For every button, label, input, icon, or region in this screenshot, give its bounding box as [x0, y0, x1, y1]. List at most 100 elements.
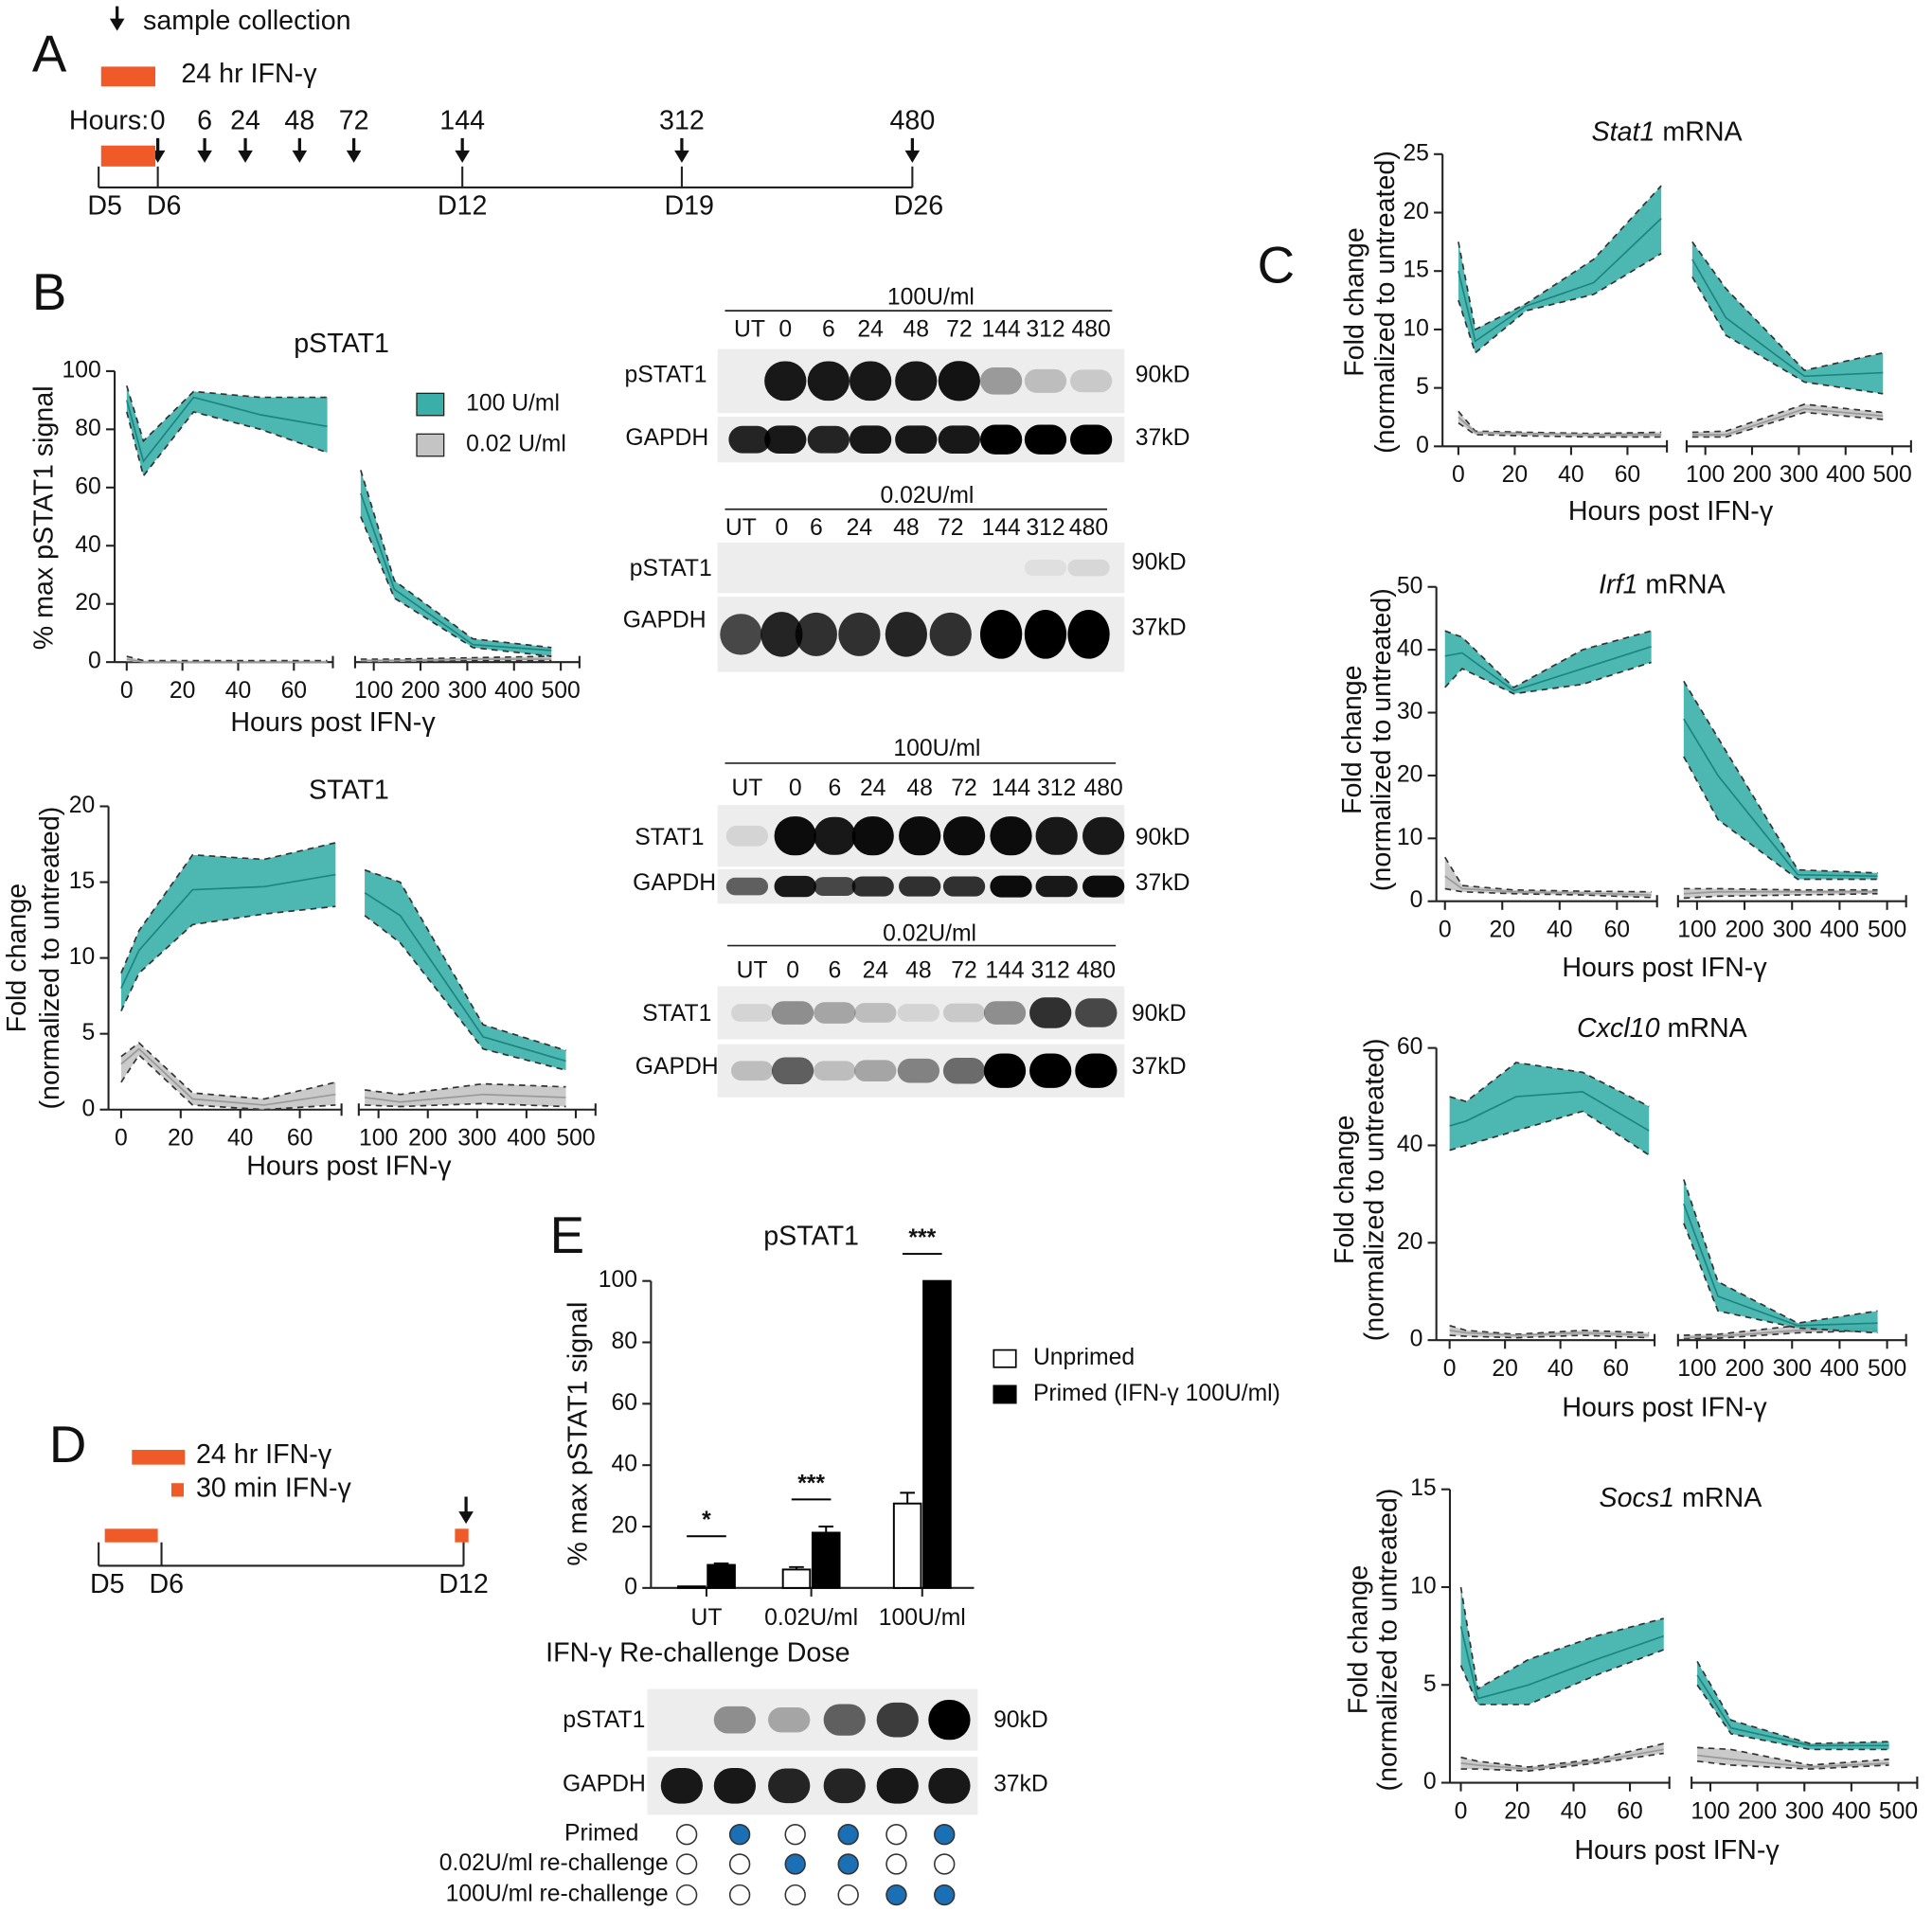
annotation: 24 hr IFN-γ: [196, 1439, 332, 1470]
lane-label: 6: [822, 316, 835, 342]
lane-label: 48: [903, 316, 930, 342]
lane-label: 480: [1069, 515, 1108, 541]
legend-swatch: [993, 1348, 1017, 1368]
blot-row-label: STAT1: [642, 1001, 711, 1027]
arrow-head: [674, 150, 689, 163]
x-tick-label: 0: [1455, 1798, 1468, 1824]
blot-band: [823, 1704, 866, 1736]
blot-band: [983, 1053, 1027, 1088]
annotation: sample collection: [143, 6, 351, 36]
y-tick-label: 40: [1397, 1132, 1423, 1157]
blot-band: [768, 1768, 811, 1804]
arrow-head: [904, 150, 921, 163]
blot-row-label: GAPDH: [633, 870, 716, 896]
hour-label: 312: [659, 106, 705, 136]
mean-line: [1696, 1674, 1889, 1747]
confidence-band: [1458, 186, 1662, 353]
x-tick-label: 0.02U/ml: [764, 1605, 858, 1631]
lane-label: 312: [1037, 776, 1076, 801]
annotation: 24 hr IFN-γ: [181, 59, 317, 89]
band-edge: [1696, 1684, 1889, 1751]
error-bar: [789, 1565, 804, 1570]
x-tick-label: UT: [690, 1605, 722, 1631]
x-tick-label: 0: [1439, 917, 1452, 942]
blot-band: [814, 1061, 856, 1081]
condition-dot: [837, 1853, 859, 1875]
lane-label: UT: [737, 957, 768, 983]
x-tick-label: 100: [359, 1126, 398, 1152]
lane-label: 24: [847, 515, 873, 541]
blot-band: [1024, 610, 1067, 659]
x-tick-label: 60: [1617, 1798, 1643, 1824]
lane-label: UT: [731, 776, 762, 801]
y-tick-label: 20: [75, 590, 100, 616]
blot-band: [851, 816, 894, 856]
x-tick-label: 100: [1686, 462, 1725, 488]
blot-size-label: 37kD: [1132, 616, 1187, 641]
y-tick-label: 0: [1410, 1327, 1423, 1352]
x-tick-label: 200: [1732, 462, 1771, 488]
band-edge: [1460, 1752, 1664, 1772]
blot-band: [1067, 559, 1110, 577]
y-tick-label: 20: [612, 1513, 638, 1539]
confidence-band: [1449, 1063, 1650, 1155]
mean-line: [1444, 875, 1652, 896]
confidence-band: [1683, 681, 1878, 880]
y-tick-label: 60: [1397, 1034, 1423, 1060]
band-edge: [1444, 661, 1652, 695]
blot-band: [942, 1003, 986, 1023]
mean-line: [1696, 1754, 1889, 1768]
condition-dot: [934, 1824, 956, 1846]
x-axis-label: Hours post IFN-γ: [1562, 1393, 1767, 1423]
day-label: D12: [438, 1569, 489, 1599]
x-tick-label: 200: [1725, 917, 1763, 942]
x-tick-label: 20: [1492, 1356, 1518, 1382]
blot-band: [720, 614, 762, 655]
blot-band: [854, 1003, 897, 1023]
blot-size-label: 37kD: [1132, 1054, 1187, 1080]
mean-line: [1691, 407, 1884, 436]
blot-band: [1029, 997, 1072, 1028]
mean-line: [1449, 1330, 1650, 1336]
blot-band: [1024, 368, 1067, 393]
confidence-band: [126, 385, 328, 476]
x-tick-label: 300: [457, 1126, 496, 1152]
blot-band: [771, 1001, 814, 1025]
significance-label: ***: [797, 1471, 825, 1496]
x-tick-label: 500: [1868, 917, 1906, 942]
band-edge: [360, 516, 552, 657]
confidence-band: [1683, 888, 1878, 899]
blot-band: [730, 1004, 774, 1022]
lane-label: 312: [1026, 515, 1064, 541]
condition-dot: [886, 1853, 907, 1875]
error-bar: [818, 1526, 834, 1533]
blot-size-label: 90kD: [993, 1707, 1048, 1733]
hour-label: 6: [197, 106, 212, 136]
lane-label: 144: [985, 957, 1024, 983]
band-edge: [1691, 403, 1884, 434]
band-edge: [364, 915, 566, 1071]
band-edge: [1449, 1324, 1650, 1335]
band-edge: [1460, 1742, 1664, 1768]
lane-label: UT: [725, 515, 757, 541]
x-axis-label: Hours post IFN-γ: [1568, 496, 1774, 527]
treatment-bar: [132, 1450, 186, 1465]
blot-band: [899, 876, 941, 897]
chart-title: Cxcl10 mRNA: [1577, 1013, 1748, 1044]
blot-band: [764, 425, 807, 454]
condition-dot: [675, 1824, 698, 1846]
y-axis-label: % max pSTAT1 signal: [563, 1302, 593, 1566]
blot-row-label: pSTAT1: [624, 363, 707, 388]
mean-line: [120, 873, 336, 989]
blot-header: 0.02U/ml: [883, 920, 976, 946]
x-tick-label: 40: [1561, 1798, 1587, 1824]
x-tick-label: 20: [168, 1126, 194, 1152]
condition-label: 0.02U/ml re-challenge: [439, 1850, 669, 1876]
y-tick-label: 20: [1397, 761, 1423, 787]
lane-label: 6: [828, 957, 841, 983]
blot-band: [942, 1057, 986, 1084]
band-edge: [1683, 1330, 1878, 1340]
panel-label: B: [32, 263, 66, 321]
mean-line: [364, 892, 566, 1063]
y-tick-label: 5: [1423, 1671, 1437, 1697]
